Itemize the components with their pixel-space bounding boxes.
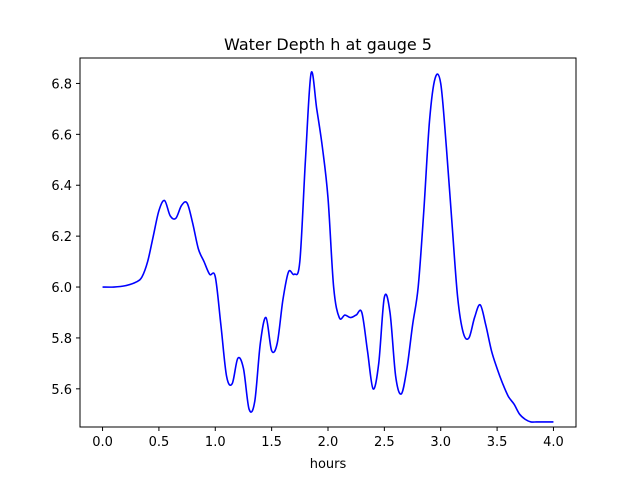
x-tick-label: 0.0 xyxy=(92,435,113,450)
chart-title: Water Depth h at gauge 5 xyxy=(224,35,432,54)
y-tick-label: 6.8 xyxy=(51,77,72,92)
y-tick-label: 6.0 xyxy=(51,281,72,296)
x-tick-label: 2.0 xyxy=(318,435,339,450)
x-tick-label: 1.0 xyxy=(205,435,226,450)
x-axis-label: hours xyxy=(310,457,347,472)
x-tick-label: 0.5 xyxy=(149,435,170,450)
x-axis-ticks: 0.0 0.5 1.0 1.5 2.0 2.5 3.0 3.5 4.0 xyxy=(92,427,564,450)
series-layer xyxy=(102,71,554,423)
x-tick-label: 4.0 xyxy=(543,435,564,450)
x-tick-label: 1.5 xyxy=(261,435,282,450)
x-tick-label: 3.5 xyxy=(487,435,508,450)
y-tick-label: 5.8 xyxy=(51,332,72,347)
y-tick-label: 6.6 xyxy=(51,128,72,143)
series-line xyxy=(102,71,554,423)
x-tick-label: 3.0 xyxy=(430,435,451,450)
plot-frame xyxy=(79,57,577,428)
y-axis-ticks: 5.6 5.8 6.0 6.2 6.4 6.6 6.8 xyxy=(51,77,80,398)
x-tick-label: 2.5 xyxy=(374,435,395,450)
y-tick-label: 5.6 xyxy=(51,383,72,398)
y-tick-label: 6.4 xyxy=(51,179,72,194)
plot-area xyxy=(80,58,576,427)
y-tick-label: 6.2 xyxy=(51,230,72,245)
